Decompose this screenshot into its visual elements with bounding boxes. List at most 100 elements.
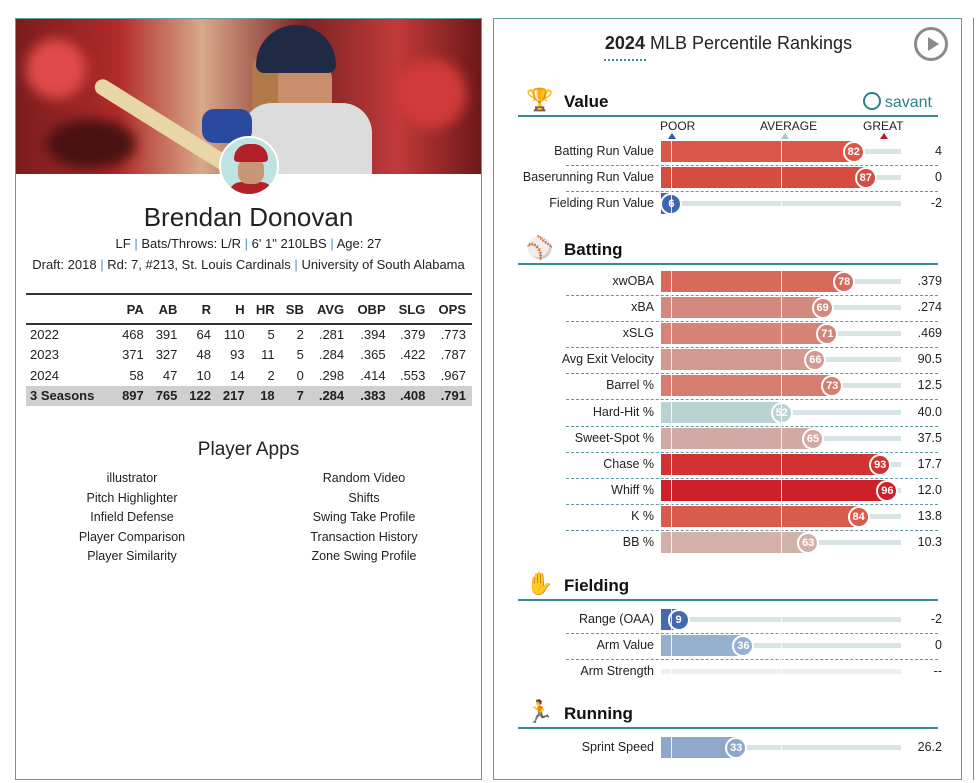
percentile-bubble[interactable]: 65 (802, 427, 824, 450)
stats-header-cell: SB (280, 293, 310, 325)
percentile-bubble[interactable]: 87 (854, 167, 877, 189)
stats-cell: 0 (296, 367, 304, 383)
metric-label: Arm Strength (580, 664, 654, 678)
percentile-bar (661, 737, 737, 758)
guide-line (671, 141, 672, 215)
stats-cell: .553 (400, 367, 426, 383)
table-row: 2023 371 327 48 93 11 5 .284 .365 .422 .787 (26, 345, 472, 366)
percentile-bubble[interactable]: 66 (804, 349, 827, 372)
percentile-bar (661, 271, 845, 292)
percentile-row: Chase % 93 17.7 (494, 453, 963, 479)
stats-cell: .298 (318, 367, 345, 383)
stats-cell: 110 (223, 327, 245, 343)
row-divider (566, 321, 938, 323)
metric-value: 13.8 (917, 508, 942, 523)
stats-cell: .787 (440, 347, 466, 363)
percentile-bubble[interactable]: 33 (725, 737, 748, 759)
savant-label: savant (884, 94, 932, 111)
table-row: 2024 58 47 10 14 2 0 .298 .414 .553 .967 (26, 365, 472, 386)
stats-cell: .379 (400, 327, 426, 343)
percentile-bubble[interactable]: 96 (876, 479, 899, 502)
percentile-year: 2024 (604, 33, 645, 53)
draft-label: Draft: (32, 257, 65, 272)
percentile-bubble[interactable]: 69 (811, 297, 834, 320)
metric-label: K % (631, 508, 654, 523)
metric-value: 37.5 (917, 430, 942, 445)
percentile-row: Hard-Hit %5240.0 (494, 401, 963, 427)
stats-cell: .791 (431, 385, 472, 406)
percentile-bar (661, 141, 854, 162)
school: University of South Alabama (301, 257, 465, 272)
percentile-row: Batting Run Value 82 4 (494, 141, 963, 166)
metric-value: .379 (917, 274, 942, 288)
player-app-link[interactable]: Shifts (348, 490, 380, 505)
section-fielding: ✋ Fielding (518, 571, 938, 601)
player-app-link[interactable]: Player Comparison (78, 529, 186, 544)
player-app-link[interactable]: Pitch Highlighter (86, 490, 178, 505)
percentile-bubble[interactable]: 84 (847, 505, 870, 528)
row-divider (566, 529, 938, 531)
percentile-row: xBA 69 .274 (494, 297, 963, 323)
stats-cell: 47 (162, 367, 178, 383)
stats-cell: .284 (318, 347, 345, 363)
metric-value: 26.2 (917, 740, 942, 754)
row-divider (566, 451, 938, 453)
metric-label: Arm Value (596, 638, 654, 652)
stats-cell: 64 (196, 327, 211, 343)
stats-cell: 765 (149, 385, 184, 406)
percentile-bubble[interactable]: 36 (732, 635, 755, 657)
player-app-link[interactable]: Random Video (322, 471, 406, 485)
percentile-row: Arm Value 36 0 (494, 635, 963, 660)
player-apps-title: Player Apps (197, 439, 300, 460)
stats-cell: .394 (360, 327, 386, 343)
percentile-bubble[interactable]: 82 (842, 141, 865, 163)
position: LF (115, 236, 131, 251)
percentile-bar (661, 167, 866, 188)
stats-cell: 2024 (30, 367, 59, 383)
player-app-link[interactable]: Player Similarity (87, 549, 177, 563)
percentile-bar (661, 453, 881, 475)
guide-line (781, 609, 782, 683)
player-apps-right: Random Video Shifts Swing Take Profile Tran… (254, 469, 474, 567)
stats-cell: 2 (267, 367, 275, 383)
stats-cell: 327 (155, 347, 178, 363)
stats-cell: 11 (261, 347, 275, 363)
percentile-bubble[interactable]: 9 (667, 609, 690, 631)
stats-cell: 93 (230, 347, 245, 363)
player-app-link[interactable]: illustrator (106, 471, 158, 485)
guide-line (671, 737, 672, 759)
player-app-link[interactable]: Swing Take Profile (312, 510, 416, 524)
section-value: 🏆 Value savant (518, 87, 938, 117)
row-divider (566, 633, 938, 634)
row-divider (566, 373, 938, 375)
metric-label: Sweet-Spot % (574, 430, 654, 445)
batter-icon: ⚾ (526, 235, 554, 260)
percentile-bubble[interactable]: 71 (816, 323, 839, 346)
player-app-link[interactable]: Zone Swing Profile (311, 549, 417, 563)
row-divider (566, 165, 938, 166)
metric-value: 10.3 (917, 535, 942, 549)
guide-line (781, 737, 782, 759)
metric-value: 12.0 (917, 482, 942, 497)
play-animation-button[interactable] (914, 27, 948, 61)
savant-logo[interactable]: savant (862, 92, 932, 112)
stats-cell: 2023 (30, 347, 59, 363)
percentile-bar (661, 505, 859, 527)
percentile-bubble[interactable]: 63 (797, 532, 820, 554)
percentile-row: Avg Exit Velocity 66 90.5 (494, 349, 963, 375)
section-title: Running (564, 704, 633, 723)
percentile-bubble[interactable]: 93 (869, 453, 892, 476)
guide-line (781, 141, 782, 215)
metric-label: Batting Run Value (554, 144, 654, 158)
percentile-bubble[interactable]: 78 (833, 271, 856, 293)
metric-value: -2 (930, 612, 942, 626)
percentile-row: Fielding Run Value6-2 (494, 193, 963, 215)
stats-header-cell: SLG (391, 293, 432, 325)
scale-poor-label: POOR (660, 119, 696, 133)
player-app-link[interactable]: Transaction History (310, 529, 418, 544)
player-card: Brendan Donovan LF | Bats/Throws: L/R | … (15, 18, 482, 780)
row-divider (566, 347, 938, 349)
player-app-link[interactable]: Infield Defense (90, 510, 174, 524)
percentile-bubble[interactable]: 73 (821, 375, 844, 398)
stats-header-cell: OPS (431, 293, 472, 325)
